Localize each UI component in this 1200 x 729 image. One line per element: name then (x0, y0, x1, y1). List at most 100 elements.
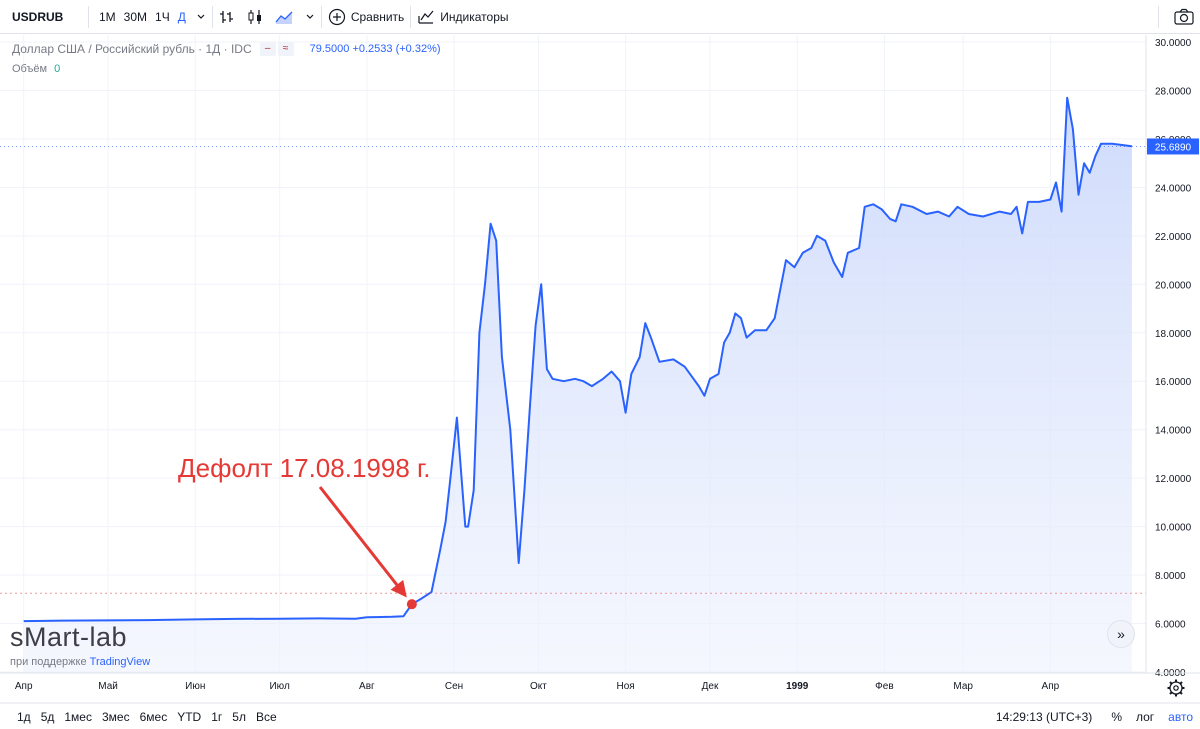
x-tick-label: Сен (445, 681, 463, 692)
chevron-down-icon (197, 14, 205, 19)
chart-annotation: Дефолт 17.08.1998 г. (178, 453, 431, 610)
tradingview-link[interactable]: TradingView (89, 656, 151, 668)
watermark: sMart-lab при поддержке TradingView (10, 622, 150, 668)
auto-scale-toggle[interactable]: авто (1168, 709, 1193, 724)
gear-tooth (1169, 691, 1173, 695)
x-tick-label: Апр (15, 681, 33, 692)
toolbar-divider (211, 5, 213, 28)
x-tick-label: 1999 (786, 681, 809, 692)
price-axis: 4.00006.00008.000010.000012.000014.00001… (1145, 35, 1199, 679)
interval-1m[interactable]: 1М (99, 9, 116, 24)
range-6m[interactable]: 6мес (139, 709, 168, 724)
chart-legend: Доллар США / Российский рубль · 1Д · IDC… (12, 42, 441, 56)
range-1d[interactable]: 1д (17, 709, 31, 724)
price-chart[interactable]: 4.00006.00008.000010.000012.000014.00001… (0, 35, 1200, 704)
annotation-arrow-head (390, 579, 407, 598)
minus-icon: – (259, 42, 276, 56)
x-tick-label: Июн (185, 681, 205, 692)
y-tick-label: 12.0000 (1155, 474, 1192, 485)
y-tick-label: 30.0000 (1155, 38, 1192, 49)
gear-ring (1169, 681, 1183, 695)
double-chevron-right-icon: » (1117, 626, 1125, 642)
approx-icon: ≈ (277, 42, 294, 56)
top-toolbar: USDRUB 1М 30М 1Ч Д Сравнить (0, 0, 1200, 34)
log-toggle[interactable]: лог (1135, 709, 1155, 724)
indicators-label: Индикаторы (440, 9, 509, 24)
bars-icon (219, 10, 233, 23)
percent-toggle[interactable]: % (1111, 709, 1122, 724)
y-tick-label: 22.0000 (1155, 232, 1192, 243)
chart-type-dropdown[interactable] (299, 0, 321, 34)
toolbar-divider (320, 5, 322, 28)
y-tick-label: 24.0000 (1155, 183, 1192, 194)
gear-tooth (1179, 691, 1183, 695)
camera-icon (1174, 8, 1194, 25)
range-group: 1д 5д 1мес 3мес 6мес YTD 1г 5л Все (0, 710, 282, 724)
series-area (23, 97, 1132, 673)
snapshot-button[interactable] (1168, 0, 1200, 34)
legend-title: Доллар США / Российский рубль · 1Д · IDC (12, 42, 252, 56)
watermark-logo: sMart-lab (10, 622, 128, 652)
gear-tooth (1179, 681, 1183, 685)
y-tick-label: 28.0000 (1155, 86, 1192, 97)
default-marker (406, 599, 417, 610)
time-axis: Апр Май Июн Июл Авг Сен Окт Ноя Дек 1999 Фев Мар Апр (0, 672, 1200, 704)
area-style-button[interactable] (269, 0, 299, 34)
x-tick-label: Окт (530, 681, 547, 692)
scroll-to-realtime-button[interactable]: » (1107, 620, 1135, 648)
range-5y[interactable]: 5л (232, 709, 246, 724)
interval-dropdown[interactable] (190, 0, 212, 34)
x-tick-label: Ноя (617, 681, 635, 692)
x-tick-label: Дек (702, 681, 719, 692)
toolbar-divider (410, 5, 412, 28)
range-5d[interactable]: 5д (40, 709, 55, 724)
range-3m[interactable]: 3мес (101, 709, 130, 724)
x-tick-label: Фев (875, 681, 893, 692)
settings-icon[interactable] (1167, 679, 1185, 697)
bottom-toolbar: 1д 5д 1мес 3мес 6мес YTD 1г 5л Все 14:29… (0, 704, 1200, 729)
candles-icon (248, 9, 261, 24)
last-price-badge (1147, 138, 1199, 155)
range-ytd[interactable]: YTD (177, 709, 202, 724)
y-tick-label: 10.0000 (1155, 523, 1192, 534)
indicators-button[interactable]: Индикаторы (411, 0, 514, 34)
range-all[interactable]: Все (255, 709, 277, 724)
annotation-arrow-shaft (318, 486, 404, 593)
toolbar-divider (88, 5, 89, 28)
volume-value: 0 (54, 63, 61, 75)
candles-style-button[interactable] (241, 0, 269, 34)
x-tick-label: Апр (1042, 681, 1060, 692)
watermark-support: при поддержке (10, 656, 87, 668)
watermark-caption: при поддержке TradingView (10, 656, 150, 668)
toolbar-divider (1158, 5, 1159, 28)
interval-day[interactable]: Д (177, 9, 186, 24)
y-tick-label: 18.0000 (1155, 329, 1192, 340)
legend-quote: 79.5000 +0.2533 (+0.32%) (309, 43, 441, 55)
clock[interactable]: 14:29:13 (UTC+3) (995, 709, 1093, 724)
compare-label: Сравнить (350, 9, 405, 24)
legend-buttons[interactable]: – ≈ (259, 42, 296, 56)
y-tick-label: 16.0000 (1155, 377, 1192, 388)
y-tick-label: 14.0000 (1155, 426, 1192, 437)
annotation-text: Дефолт 17.08.1998 г. (178, 453, 431, 483)
interval-1h[interactable]: 1Ч (155, 9, 170, 24)
x-tick-label: Мар (953, 681, 973, 692)
bar-style-button[interactable] (213, 0, 241, 34)
symbol-search[interactable]: USDRUB (12, 9, 64, 24)
range-1m[interactable]: 1мес (64, 709, 92, 724)
range-1y[interactable]: 1г (211, 709, 223, 724)
volume-legend: Объём 0 (12, 63, 60, 75)
x-tick-label: Июл (269, 681, 289, 692)
x-tick-label: Май (98, 681, 118, 692)
series-line (23, 96, 1133, 623)
gear-hub (1173, 685, 1179, 691)
compare-button[interactable]: Сравнить (322, 0, 410, 34)
bottom-right-controls: 14:29:13 (UTC+3) % лог авто (996, 704, 1200, 729)
indicators-icon (418, 10, 434, 24)
y-tick-label: 8.0000 (1155, 571, 1186, 582)
interval-30m[interactable]: 30М (123, 9, 148, 24)
plot-area (0, 96, 1146, 673)
area-icon (275, 11, 293, 24)
x-tick-label: Авг (359, 681, 375, 692)
